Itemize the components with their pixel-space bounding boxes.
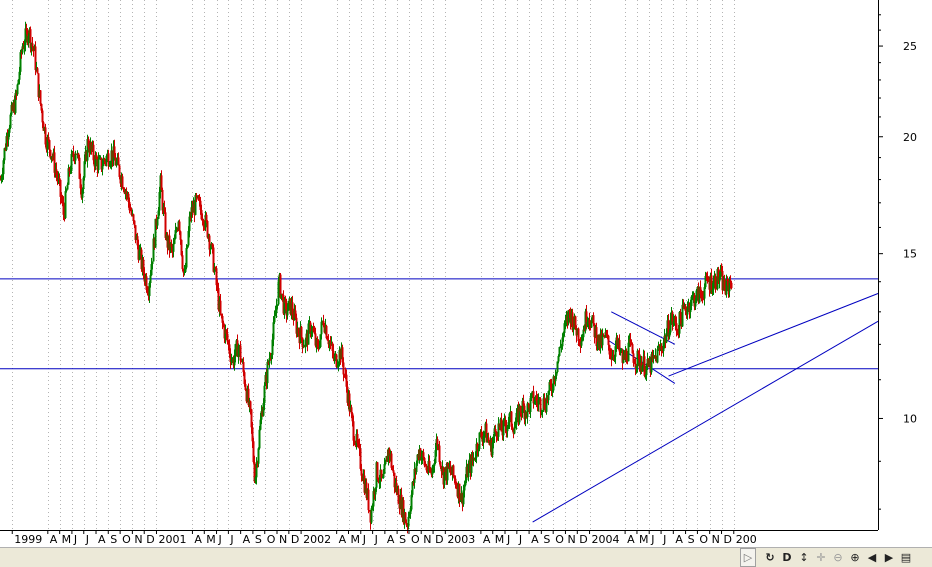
x-tick-label: O (411, 533, 420, 546)
x-tick-label: J (662, 533, 666, 546)
x-tick-label: 2002 (303, 533, 331, 546)
triangle-right-icon[interactable]: ▶ (884, 551, 894, 564)
triangle-left-icon[interactable]: ◀ (867, 551, 877, 564)
x-tick-label: A (627, 533, 635, 546)
x-tick-label: N (279, 533, 287, 546)
x-tick-label: M (62, 533, 71, 546)
x-tick-label: S (688, 533, 695, 546)
x-tick-label: J (229, 533, 233, 546)
x-tick-label: M (351, 533, 361, 546)
x-tick-label: S (543, 533, 550, 546)
period-button[interactable]: D (782, 551, 792, 564)
x-tick-label: J (506, 533, 510, 546)
x-tick-label: J (374, 533, 378, 546)
x-tick-label: A (339, 533, 347, 546)
x-tick-label: S (399, 533, 406, 546)
x-tick-label: J (650, 533, 654, 546)
x-tick-label: M (495, 533, 505, 546)
x-tick-label: A (531, 533, 539, 546)
x-tick-label: J (73, 533, 77, 546)
y-tick-label: 25 (903, 40, 917, 53)
x-tick-label: D (291, 533, 299, 546)
x-tick-label: S (110, 533, 117, 546)
scroll-right-icon[interactable]: ▷ (740, 548, 756, 567)
price-bars (0, 21, 733, 534)
y-tick-label: 10 (903, 412, 917, 425)
x-tick-label: D (579, 533, 587, 546)
x-tick-label: M (206, 533, 216, 546)
x-tick-label: A (387, 533, 395, 546)
refresh-icon[interactable]: ↻ (765, 551, 775, 564)
x-tick-label: 2003 (447, 533, 475, 546)
x-tick-label: D (724, 533, 732, 546)
x-tick-label: A (243, 533, 251, 546)
x-tick-label: S (255, 533, 262, 546)
x-tick-label: 1999 (14, 533, 42, 546)
x-tick-label: 2001 (158, 533, 186, 546)
x-tick-label: A (483, 533, 491, 546)
x-tick-label: O (267, 533, 276, 546)
x-tick-label: N (423, 533, 431, 546)
x-tick-label: J (362, 533, 366, 546)
x-tick-label: J (218, 533, 222, 546)
x-tick-label: D (146, 533, 154, 546)
x-tick-label: D (435, 533, 443, 546)
x-tick-label: A (98, 533, 106, 546)
x-tick-label: N (134, 533, 142, 546)
x-tick-label: J (85, 533, 89, 546)
y-axis: 10 15 20 25 (878, 14, 917, 510)
trendline (668, 293, 879, 377)
x-tick-label: A (194, 533, 202, 546)
chart-background (0, 0, 932, 547)
x-tick-label: A (675, 533, 683, 546)
x-tick-label: J (518, 533, 522, 546)
panel-icon[interactable]: ▤ (900, 551, 912, 564)
x-tick-label: 200 (736, 533, 757, 546)
x-tick-label: O (122, 533, 131, 546)
status-strip (0, 547, 740, 567)
x-tick-label: O (699, 533, 708, 546)
x-axis: 1999 A M J J A S O N D 2001 A M J J A S O N D 2002 A M J J A S O N D 2… (11, 530, 757, 546)
x-tick-label: 2004 (592, 533, 620, 546)
y-tick-label: 15 (903, 248, 917, 261)
trendline (532, 320, 879, 523)
x-tick-label: M (639, 533, 649, 546)
x-tick-label: N (712, 533, 720, 546)
chart-toolbar: ▷ ↻ D ↕ ✛ ⊖ ⊕ ◀ ▶ ▤ (740, 547, 932, 567)
x-tick-label: N (567, 533, 575, 546)
zoom-out-icon[interactable]: ⊖ (833, 551, 843, 564)
move-icon[interactable]: ✛ (816, 551, 826, 564)
x-tick-label: O (555, 533, 564, 546)
grid-lines (12, 0, 735, 530)
zoom-in-icon[interactable]: ⊕ (850, 551, 860, 564)
x-tick-label: A (50, 533, 58, 546)
y-tick-label: 20 (903, 131, 917, 144)
updown-arrow-icon[interactable]: ↕ (799, 551, 809, 564)
